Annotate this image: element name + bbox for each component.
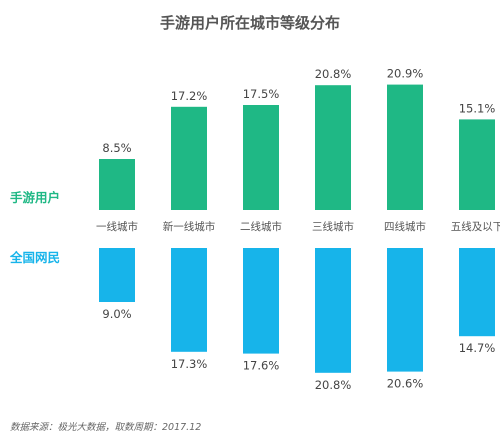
value-label-mobile-gamers: 17.2% <box>171 89 208 103</box>
value-label-mobile-gamers: 20.9% <box>387 67 424 81</box>
bar-internet-users <box>459 248 495 337</box>
series-label-mobile-gamers: 手游用户 <box>10 190 60 205</box>
bar-mobile-gamers <box>99 159 135 210</box>
source-note: 数据来源：极光大数据，取数周期：2017.12 <box>10 422 201 433</box>
value-label-mobile-gamers: 17.5% <box>243 87 280 101</box>
value-label-mobile-gamers: 8.5% <box>102 141 131 155</box>
bar-mobile-gamers <box>387 84 423 210</box>
category-label: 五线及以下 <box>451 220 500 233</box>
bar-internet-users <box>243 248 279 354</box>
category-label: 四线城市 <box>384 220 426 233</box>
bar-internet-users <box>99 248 135 302</box>
bars-group: 一线城市 8.5% 9.0% 新一线城市 17.2% 17.3% 二线城市 17.5% 17.6… <box>96 67 500 392</box>
value-label-mobile-gamers: 15.1% <box>459 101 496 115</box>
bar-internet-users <box>387 248 423 372</box>
value-label-internet-users: 17.3% <box>171 357 208 371</box>
category-label: 二线城市 <box>240 220 282 233</box>
bar-internet-users <box>171 248 207 352</box>
value-label-internet-users: 20.8% <box>315 378 352 392</box>
category-label: 一线城市 <box>96 220 138 233</box>
value-label-mobile-gamers: 20.8% <box>315 67 352 81</box>
bar-mobile-gamers <box>243 105 279 210</box>
bar-mobile-gamers <box>315 85 351 210</box>
chart-title: 手游用户所在城市等级分布 <box>160 14 340 32</box>
bar-internet-users <box>315 248 351 373</box>
value-label-internet-users: 20.6% <box>387 377 424 391</box>
value-label-internet-users: 14.7% <box>459 341 496 355</box>
bar-mobile-gamers <box>459 119 495 210</box>
category-label: 三线城市 <box>312 220 354 233</box>
value-label-internet-users: 17.6% <box>243 359 280 373</box>
category-label: 新一线城市 <box>163 220 216 233</box>
value-label-internet-users: 9.0% <box>102 307 131 321</box>
series-label-internet-users: 全国网民 <box>9 250 60 265</box>
bar-mobile-gamers <box>171 106 207 210</box>
